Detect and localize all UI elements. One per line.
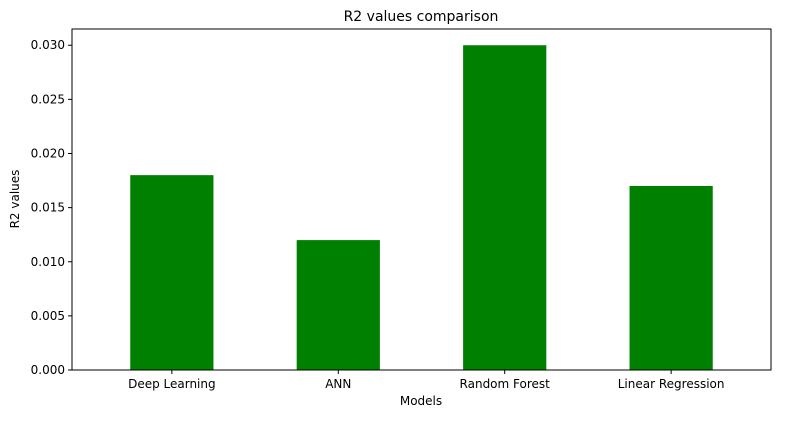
x-tick-label: Linear Regression: [618, 377, 725, 391]
y-tick-label: 0.005: [31, 309, 65, 323]
y-tick-label: 0.030: [31, 38, 65, 52]
bars-layer: [130, 45, 713, 371]
y-tick-label: 0.000: [31, 363, 65, 377]
x-axis-label: Models: [400, 394, 442, 408]
bar-random-forest: [463, 45, 547, 371]
chart-title: R2 values comparison: [344, 9, 499, 25]
bar-linear-regression: [629, 185, 713, 370]
bar-ann: [296, 240, 380, 370]
y-axis-label: R2 values: [8, 170, 22, 229]
x-tick-label: Deep Learning: [128, 377, 216, 391]
y-tick-label: 0.010: [31, 255, 65, 269]
y-tick-label: 0.020: [31, 146, 65, 160]
x-tick-label: Random Forest: [460, 377, 551, 391]
x-axis: Deep Learning ANN Random Forest Linear Regr…: [128, 370, 725, 391]
y-tick-label: 0.015: [31, 201, 65, 215]
x-tick-label: ANN: [325, 377, 351, 391]
y-tick-label: 0.025: [31, 92, 65, 106]
bar-deep-learning: [130, 175, 214, 370]
y-axis: 0.000 0.005 0.010 0.015 0.020 0.025 0.030: [31, 38, 72, 377]
plot-frame: [71, 28, 772, 371]
